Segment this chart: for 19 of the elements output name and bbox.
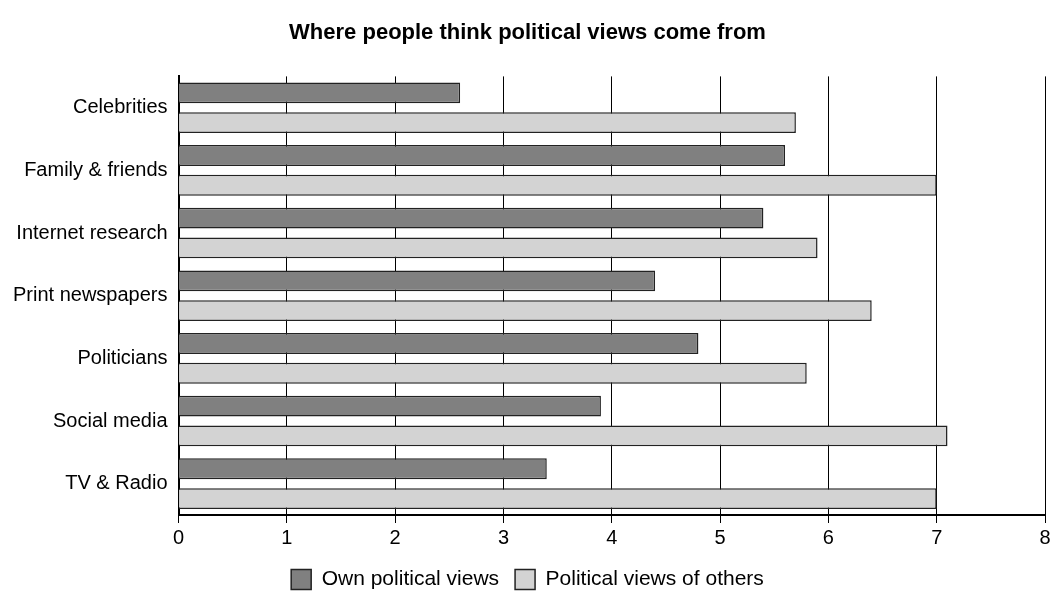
x-tick-label: 7 bbox=[931, 525, 943, 548]
y-tick-label: Internet research bbox=[16, 220, 168, 243]
y-tick-label: Politicians bbox=[77, 345, 168, 368]
y-tick-label: Social media bbox=[53, 408, 169, 431]
x-tick-label: 4 bbox=[606, 525, 618, 548]
legend-label: Political views of others bbox=[545, 566, 764, 590]
chart-title: Where people think political views come from bbox=[289, 19, 766, 45]
y-tick-label: Print newspapers bbox=[12, 283, 168, 306]
legend-label: Own political views bbox=[321, 566, 500, 590]
y-tick-label: Family & friends bbox=[24, 157, 168, 180]
x-tick-label: 2 bbox=[389, 525, 401, 548]
x-tick-label: 3 bbox=[497, 525, 510, 548]
x-tick-label: 1 bbox=[281, 525, 293, 548]
x-tick-label: 8 bbox=[1039, 525, 1051, 548]
x-tick-label: 6 bbox=[822, 525, 834, 548]
x-tick-label: 5 bbox=[714, 525, 726, 548]
y-tick-label: TV & Radio bbox=[65, 471, 168, 494]
x-tick-label: 0 bbox=[172, 525, 185, 548]
y-tick-label: Celebrities bbox=[73, 95, 168, 118]
